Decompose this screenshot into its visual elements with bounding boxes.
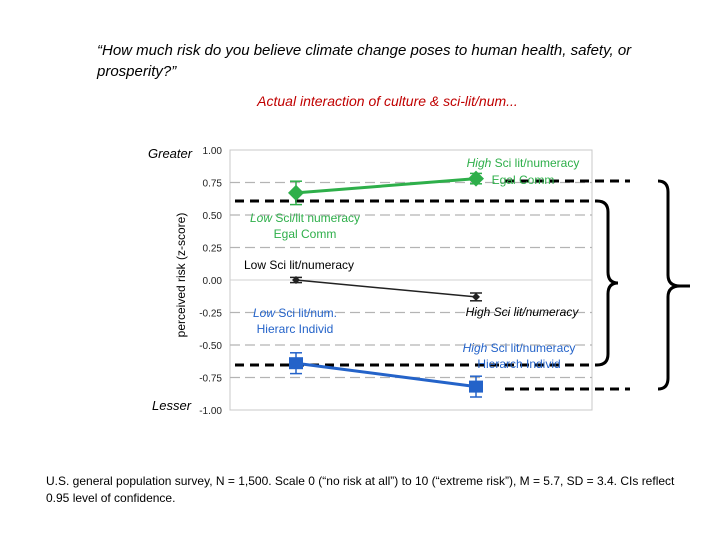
annotation-egal-low-emph: Low (250, 211, 273, 225)
annotation-hier-low-emph: Low (253, 306, 276, 320)
annotation-hier-high: High Sci lit/numeracy (463, 341, 576, 355)
series-egal-comm (288, 170, 484, 206)
annotation-hier-low-rest: Sci lit/num. (275, 306, 337, 320)
y-tick-labels: 1.00 0.75 0.50 0.25 0.00 -0.25 -0.50 -0.75 -1.00 (199, 146, 222, 417)
series-line (295, 177, 477, 195)
y-top-label: Greater (148, 146, 193, 161)
y-axis-label: perceived risk (z-score) (174, 213, 188, 338)
brackets (596, 179, 690, 391)
chart-subtitle: Actual interaction of culture & sci-lit/… (257, 93, 518, 109)
annotation-egal-low-rest: Sci/lit numeracy (272, 211, 360, 225)
annotation-egal-high-group: Egal Comm (492, 173, 555, 187)
y-tick-label: -1.00 (199, 406, 222, 417)
y-tick-label: -0.50 (199, 341, 222, 352)
data-point (472, 292, 480, 301)
y-tick-label: 0.00 (203, 276, 223, 287)
annotation-egal-low-group: Egal Comm (274, 227, 337, 241)
y-tick-label: 0.75 (203, 179, 223, 190)
annotation-avg-low: Low Sci lit/numeracy (244, 258, 354, 272)
y-tick-label: 1.00 (203, 146, 223, 157)
y-tick-label: 0.25 (203, 244, 223, 255)
annotation-hier-low: Low Sci lit/num. (253, 306, 337, 320)
y-tick-label: 0.50 (203, 211, 223, 222)
annotation-egal-high-rest: Sci lit/numeracy (491, 156, 579, 170)
annotation-egal-high-emph: High (467, 156, 492, 170)
annotation-avg-high: High Sci lit/numeracy (466, 305, 580, 319)
data-point (289, 357, 303, 370)
y-bottom-label: Lesser (152, 398, 192, 413)
inner-bracket (596, 199, 619, 367)
outer-bracket (657, 179, 681, 391)
series-hierarc-individ (289, 352, 483, 398)
y-tick-label: -0.25 (199, 309, 222, 320)
series-layer (288, 170, 484, 398)
annotation-hier-high-emph: High (463, 341, 488, 355)
question-text: “How much risk do you believe climate ch… (97, 42, 632, 80)
footnote: U.S. general population survey, N = 1,50… (46, 474, 675, 505)
data-point (288, 184, 304, 201)
series-line (295, 279, 477, 298)
series-average (290, 276, 482, 302)
data-point (292, 276, 300, 284)
y-tick-label: -0.75 (199, 374, 222, 385)
annotation-hier-high-rest: Sci lit/numeracy (487, 341, 575, 355)
annotation-hier-low-group: Hierarc Individ (257, 322, 334, 336)
data-point (469, 380, 483, 393)
annotation-hier-high-group: Hierarch Individ (477, 357, 560, 371)
series-line (295, 361, 477, 389)
annotation-egal-high: High Sci lit/numeracy (467, 156, 580, 170)
data-point (468, 170, 484, 187)
annotation-egal-low: Low Sci/lit numeracy (250, 211, 360, 225)
